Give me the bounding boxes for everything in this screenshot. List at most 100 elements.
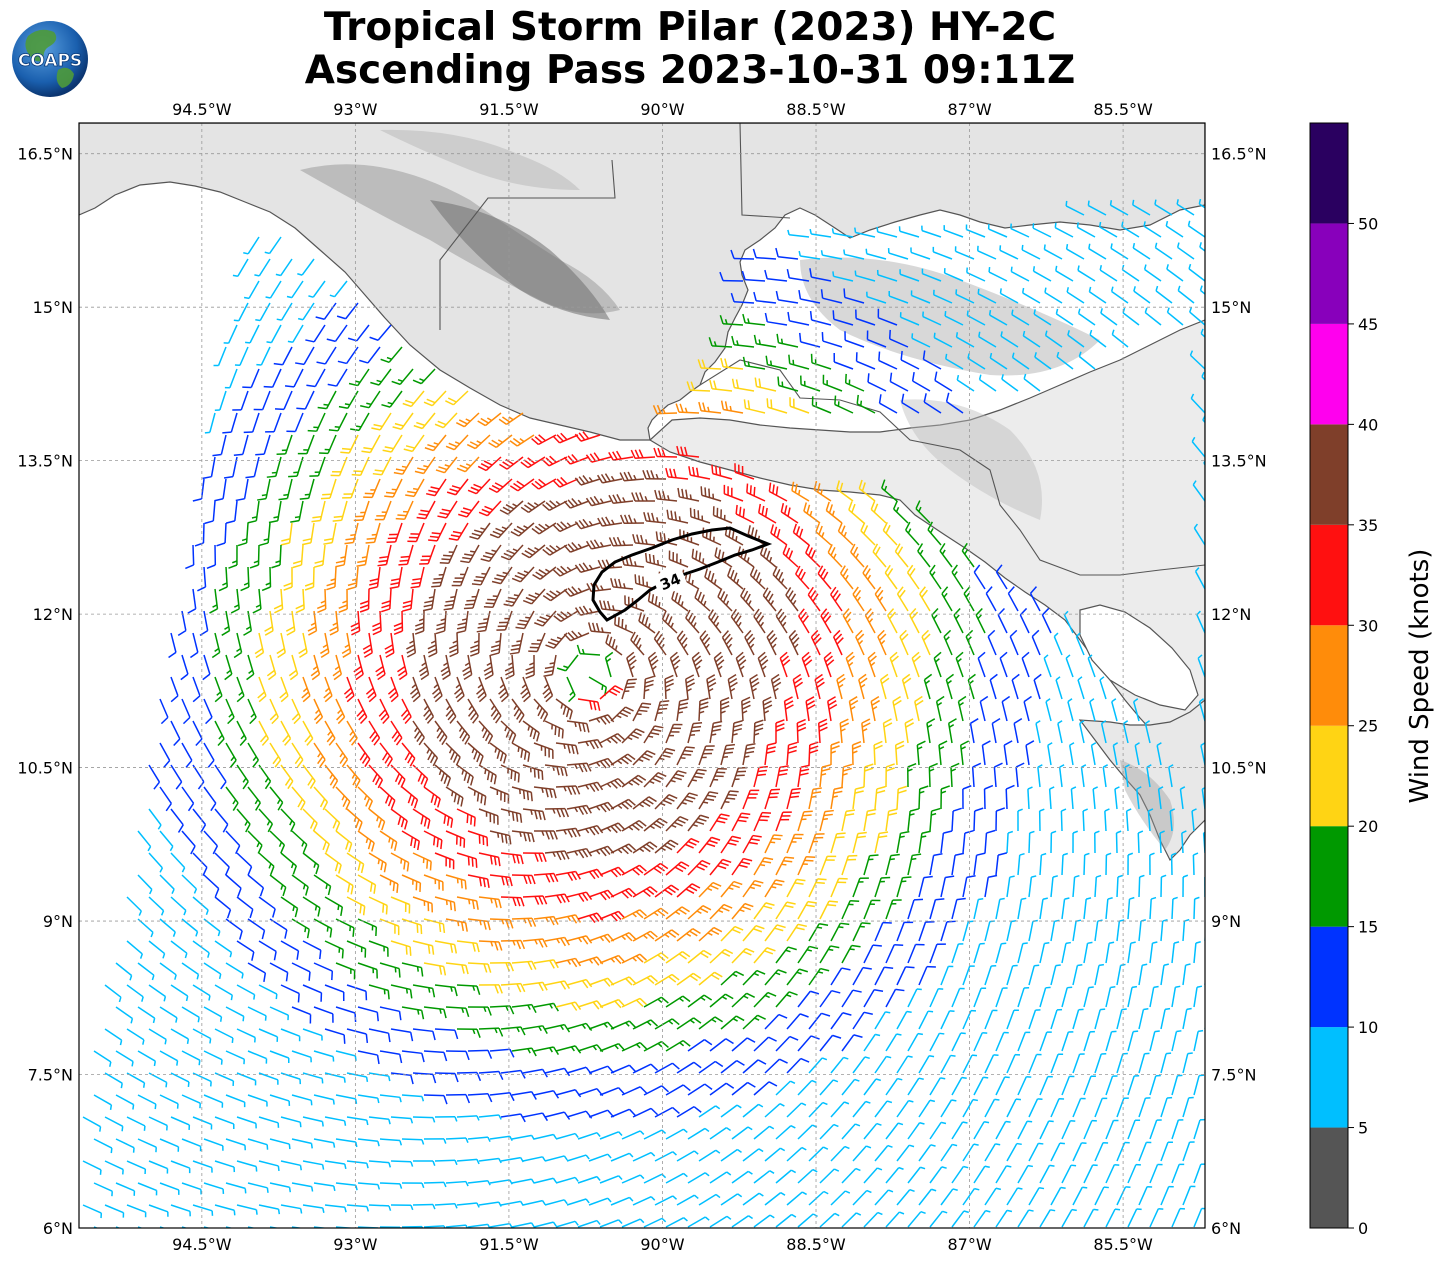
wind-barb [945, 353, 964, 370]
wind-barb [574, 431, 601, 442]
wind-barb [1191, 436, 1205, 458]
wind-barb [830, 786, 844, 810]
wind-barb [528, 632, 546, 653]
wind-barb [870, 695, 881, 722]
wind-barb [654, 839, 679, 854]
wind-barb [666, 509, 689, 524]
wind-barb [439, 544, 458, 564]
wind-barb [1043, 654, 1052, 678]
wind-barb [181, 786, 195, 812]
wind-barb [522, 764, 544, 780]
wind-barb [379, 918, 400, 936]
wind-barb [777, 376, 799, 392]
wind-barb [522, 938, 548, 948]
lat-tick-left: 9°N [43, 912, 73, 931]
wind-barb [1033, 673, 1042, 700]
wind-barb [1193, 523, 1205, 546]
wind-barb [630, 449, 656, 460]
wind-barb [199, 610, 209, 636]
wind-barb [723, 484, 744, 502]
wind-barb [855, 309, 876, 326]
wind-barb [271, 544, 282, 569]
wind-barb [181, 830, 196, 855]
wind-barb [932, 246, 953, 260]
wind-barb [566, 891, 593, 902]
wind-barb [899, 629, 909, 656]
wind-barb [423, 390, 447, 407]
wind-barb [509, 434, 535, 447]
wind-barb [1050, 875, 1058, 898]
wind-barb [544, 850, 570, 861]
wind-barb [676, 698, 689, 722]
wind-barb [434, 896, 456, 912]
wind-barb [412, 368, 436, 385]
wind-barb [685, 674, 695, 700]
wind-barb [1082, 808, 1088, 832]
wind-barb [775, 901, 796, 920]
wind-barb [1204, 1024, 1205, 1029]
wind-barb [631, 492, 656, 502]
wind-barb [478, 500, 502, 517]
wind-barb [233, 632, 243, 659]
wind-barb [1028, 830, 1035, 854]
lat-tick-right: 16.5°N [1211, 145, 1267, 164]
wind-barb [1055, 265, 1074, 282]
wind-barb [820, 250, 843, 260]
wind-barb [1094, 830, 1100, 854]
wind-barb [742, 356, 766, 370]
wind-barb [531, 478, 557, 490]
wind-barb [874, 586, 887, 612]
wind-barb [389, 566, 403, 590]
wind-barb [798, 608, 810, 634]
wind-barb [832, 271, 854, 282]
wind-barb [343, 676, 355, 703]
wind-barb [856, 394, 876, 414]
colorbar: 0 5 10 15 20 25 30 35 40 45 50 [1309, 122, 1378, 1238]
wind-barb [148, 764, 161, 790]
wind-barb [254, 258, 271, 277]
wind-barb [380, 346, 403, 364]
wind-barb [203, 786, 217, 812]
wind-barb [202, 456, 216, 480]
wind-barb [329, 610, 339, 636]
wind-barb [1166, 307, 1184, 326]
wind-barb [419, 544, 436, 565]
wind-barb [742, 834, 762, 854]
wind-barb [621, 864, 647, 876]
colorbar-bin [1310, 1027, 1348, 1128]
wind-barb [788, 629, 800, 656]
wind-barb [1072, 874, 1080, 898]
wind-barb [1191, 808, 1197, 832]
wind-barb [841, 763, 853, 788]
wind-barb [424, 434, 447, 452]
wind-barb [858, 479, 876, 502]
wind-barb [236, 852, 253, 876]
wind-barb [944, 310, 964, 326]
wind-barb [1112, 742, 1119, 766]
wind-barb [1080, 764, 1087, 788]
wind-barb [576, 644, 601, 656]
wind-barb [1146, 764, 1152, 788]
wind-barb [302, 940, 322, 960]
wind-barb [985, 586, 997, 612]
wind-barb [904, 718, 915, 744]
wind-barb [1143, 264, 1162, 282]
wind-barb [709, 720, 723, 744]
wind-barb [798, 289, 821, 304]
colorbar-tick-label: 15 [1358, 918, 1378, 937]
wind-barb [892, 695, 902, 722]
logo-text: COAPS [18, 51, 82, 71]
wind-barb [687, 814, 710, 832]
wind-barb [877, 629, 887, 656]
wind-barb [544, 764, 568, 777]
wind-barb [1165, 220, 1184, 238]
lat-tick-left: 7.5°N [28, 1066, 73, 1085]
wind-barb [181, 874, 198, 894]
wind-barb [1045, 698, 1052, 722]
wind-barb [222, 412, 238, 434]
wind-barb [830, 832, 846, 854]
wind-barb [236, 764, 249, 790]
wind-barb [1201, 371, 1205, 381]
wind-barb [764, 742, 777, 766]
wind-barb [977, 651, 986, 678]
